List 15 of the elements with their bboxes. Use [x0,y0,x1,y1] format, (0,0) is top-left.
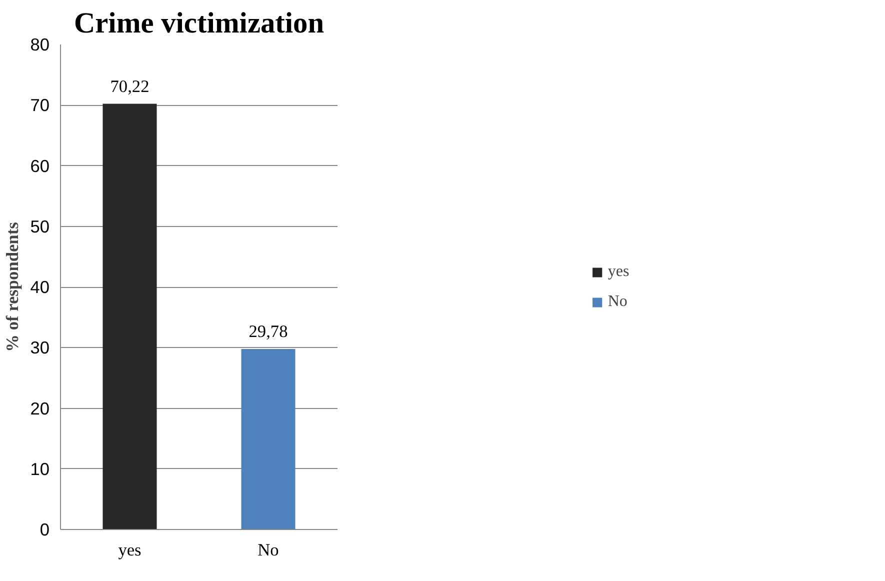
data-label: 70,22 [110,76,150,96]
y-tick-label: 40 [30,277,50,297]
legend-label: No [608,292,628,310]
y-tick-label: 70 [30,95,50,116]
y-tick-label: 30 [30,338,50,358]
y-tick-label: 20 [30,398,50,418]
legend-label: yes [608,262,630,280]
chart-title: Crime victimization [74,8,324,40]
y-tick-label: 80 [30,34,50,54]
y-tick-label: 10 [30,458,50,479]
y-tick-label: 0 [40,520,50,540]
y-tick-label: 60 [30,156,50,176]
y-axis-title: % of respondents [3,222,22,352]
data-label: 29,78 [248,322,288,341]
y-tick-label: 50 [30,216,50,236]
